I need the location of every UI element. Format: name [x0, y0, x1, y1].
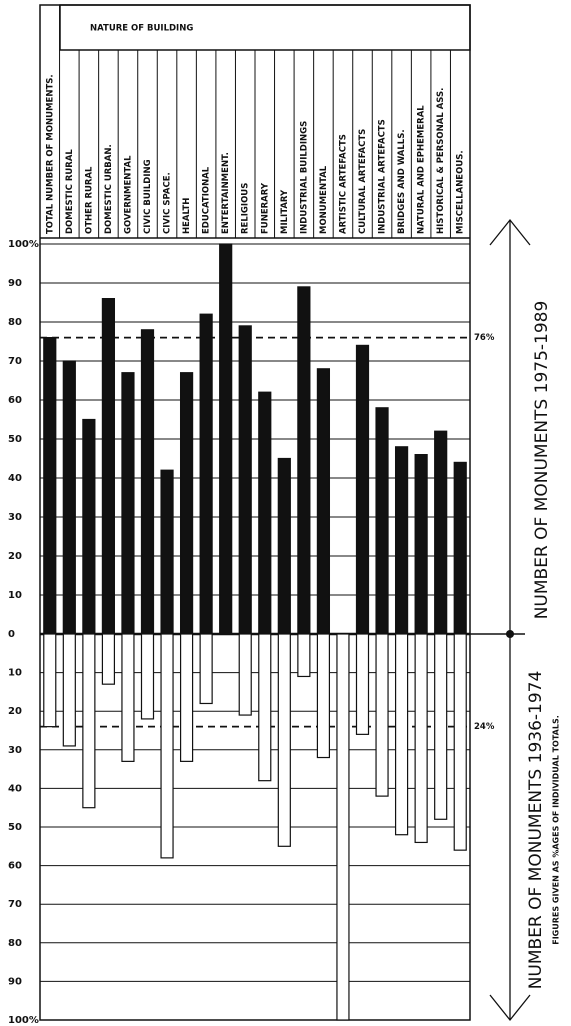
bar: [179, 372, 194, 635]
category-label: ENTERTAINMENT.: [221, 152, 231, 234]
category-label: NATURAL AND EPHEMERAL: [417, 105, 427, 234]
y-tick-label: 30: [8, 512, 22, 523]
bar: [43, 633, 57, 728]
category-label: FUNERARY: [260, 182, 270, 234]
bar: [62, 633, 76, 747]
bar: [121, 372, 135, 635]
bar: [277, 633, 291, 847]
series-label: NUMBER OF MONUMENTS 1936-1974: [526, 671, 546, 990]
y-tick-label: 0: [8, 629, 15, 640]
bar: [355, 633, 370, 735]
bar: [394, 446, 409, 635]
bar: [316, 368, 331, 635]
category-label: DOMESTIC URBAN.: [104, 144, 114, 234]
bar: [277, 457, 291, 635]
bar: [375, 407, 389, 635]
bar: [453, 461, 467, 635]
bar: [336, 633, 350, 1021]
y-tick-label: 10: [8, 590, 22, 601]
category-label: MONUMENTAL: [319, 165, 329, 234]
bar: [238, 633, 252, 716]
category-label: CULTURAL ARTEFACTS: [358, 129, 368, 234]
y-tick-label: 30: [8, 745, 22, 756]
category-label: RELIGIOUS: [241, 183, 251, 234]
bar: [160, 633, 174, 859]
arrow-head: [489, 218, 531, 246]
y-tick-label: 20: [8, 706, 22, 717]
reference-label: 76%: [474, 333, 495, 343]
y-tick-label: 100%: [8, 1015, 39, 1026]
arrow-head: [489, 994, 531, 1022]
bar: [82, 418, 96, 635]
bar: [82, 633, 96, 809]
bar: [62, 360, 76, 635]
bar: [101, 298, 116, 635]
bar: [238, 325, 252, 635]
category-label: OTHER RURAL: [84, 166, 94, 234]
series-label: NUMBER OF MONUMENTS 1975-1989: [532, 301, 552, 620]
bar: [316, 633, 331, 759]
bar: [160, 469, 174, 635]
category-label: EDUCATIONAL: [202, 166, 212, 234]
bar: [258, 633, 272, 782]
category-label: HEALTH: [182, 198, 192, 234]
y-tick-label: 40: [8, 783, 22, 794]
category-label: CIVIC BUILDING: [143, 159, 153, 234]
y-tick-label: 80: [8, 938, 22, 949]
bar: [121, 633, 135, 762]
bar: [434, 430, 448, 635]
category-label: TOTAL NUMBER OF MONUMENTS.: [45, 74, 55, 234]
y-tick-label: 90: [8, 278, 22, 289]
bar: [179, 633, 194, 762]
bar: [101, 633, 116, 685]
y-tick-label: 60: [8, 395, 22, 406]
y-tick-label: 40: [8, 473, 22, 484]
y-tick-label: 10: [8, 668, 22, 679]
note: FIGURES GIVEN AS %AGES OF INDIVIDUAL TOT…: [552, 715, 561, 945]
bar: [140, 329, 155, 635]
category-label: HISTORICAL & PERSONAL ASS.: [436, 88, 446, 234]
category-label: BRIDGES AND WALLS.: [397, 129, 407, 234]
category-label: ARTISTIC ARTEFACTS: [338, 134, 348, 234]
y-tick-label: 70: [8, 356, 22, 367]
bar: [453, 633, 467, 851]
reference-label: 24%: [474, 722, 495, 732]
bar: [375, 633, 389, 797]
y-tick-label: 50: [8, 822, 22, 833]
bar: [258, 391, 272, 635]
category-label: MISCELLANEOUS.: [456, 150, 466, 234]
bar: [199, 633, 213, 705]
category-label: CIVIC SPACE.: [163, 172, 173, 234]
category-label: DOMESTIC RURAL: [65, 149, 75, 234]
category-label: MILITARY: [280, 189, 290, 234]
bar: [414, 633, 428, 844]
y-tick-label: 20: [8, 551, 22, 562]
y-tick-label: 60: [8, 861, 22, 872]
bar: [219, 243, 233, 635]
bar: [297, 633, 311, 678]
bar: [297, 286, 311, 635]
header-title: NATURE OF BUILDING: [90, 24, 193, 34]
category-label: GOVERNMENTAL: [123, 155, 133, 234]
bar: [43, 337, 57, 635]
bar: [199, 313, 213, 635]
bar: [414, 454, 428, 635]
y-tick-label: 90: [8, 976, 22, 987]
bar: [140, 633, 155, 720]
y-tick-label: 80: [8, 317, 22, 328]
category-label: INDUSTRIAL BUILDINGS: [299, 121, 309, 234]
bar: [355, 344, 370, 635]
bar: [434, 633, 448, 820]
bar: [394, 633, 409, 836]
y-tick-label: 50: [8, 434, 22, 445]
y-tick-label: 70: [8, 899, 22, 910]
y-tick-label: 100%: [8, 239, 39, 250]
category-label: INDUSTRIAL ARTEFACTS: [378, 119, 388, 234]
origin-dot: [506, 630, 514, 638]
